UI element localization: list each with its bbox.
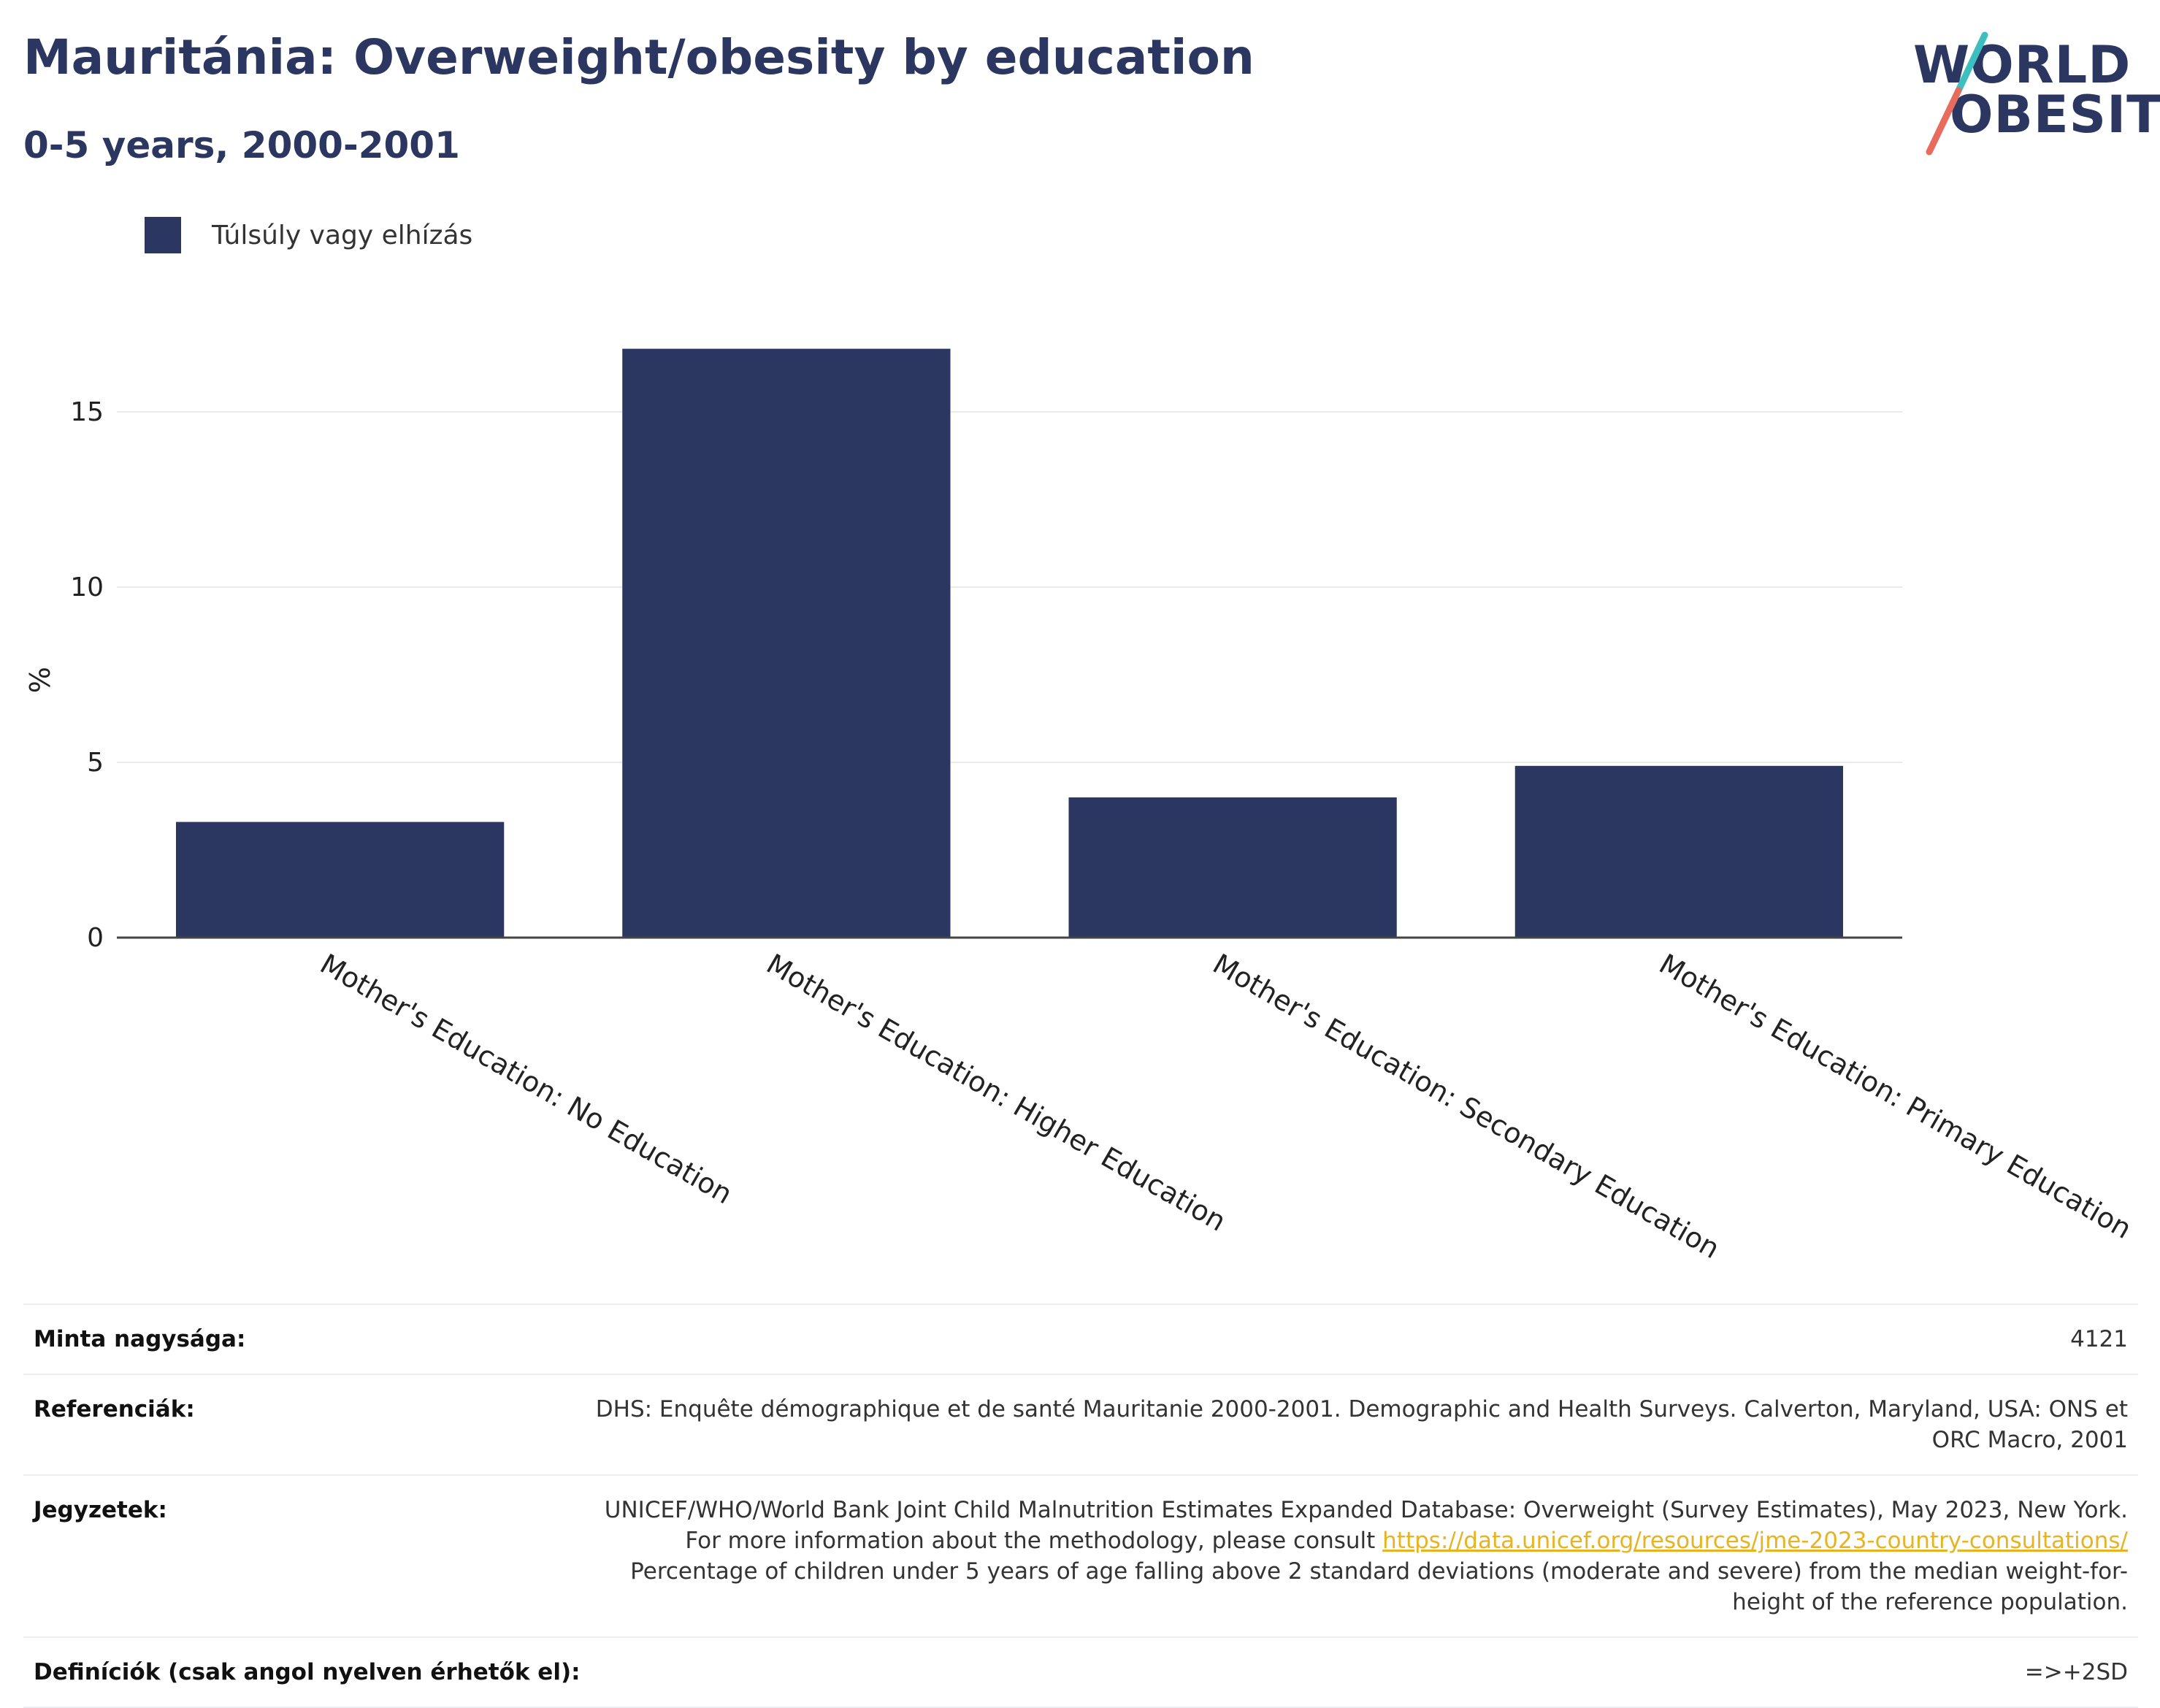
legend-swatch — [145, 217, 181, 253]
page-title: Mauritánia: Overweight/obesity by educat… — [23, 29, 1255, 85]
y-tick-label: 10 — [70, 572, 104, 602]
x-tick-label: Mother's Education: No Education — [315, 948, 738, 1211]
y-axis-title: % — [24, 667, 56, 693]
x-tick-label: Mother's Education: Primary Education — [1654, 948, 2137, 1245]
notes-text-1: UNICEF/WHO/World Bank Joint Child Malnut… — [604, 1497, 2128, 1554]
world-obesity-logo: WORLD OBESITY — [1899, 29, 2160, 161]
logo-slash-icon — [1926, 31, 1988, 156]
sample-size-label: Minta nagysága: — [34, 1326, 246, 1352]
references-label: Referenciák: — [34, 1396, 195, 1422]
references-value: DHS: Enquête démographique et de santé M… — [595, 1396, 2128, 1453]
chart-legend[interactable]: Túlsúly vagy elhízás — [145, 216, 472, 254]
info-row-references: Referenciák: DHS: Enquête démographique … — [23, 1374, 2138, 1474]
x-tick-label: Mother's Education: Secondary Education — [1208, 948, 1726, 1265]
definitions-label: Definíciók (csak angol nyelven érhetők e… — [34, 1659, 581, 1685]
legend-label: Túlsúly vagy elhízás — [212, 220, 473, 250]
bar — [175, 822, 505, 938]
bar — [622, 348, 951, 938]
info-table: Minta nagysága: 4121 Referenciák: DHS: E… — [23, 1303, 2138, 1708]
bar — [1068, 797, 1397, 938]
logo-word-1: WORLD — [1913, 35, 2132, 95]
y-tick-label: 15 — [70, 397, 104, 427]
notes-text-2: Percentage of children under 5 years of … — [630, 1558, 2128, 1615]
definitions-value: =>+2SD — [2024, 1659, 2128, 1685]
page-subtitle: 0-5 years, 2000-2001 — [23, 124, 460, 166]
methodology-link[interactable]: https://data.unicef.org/resources/jme-20… — [1382, 1528, 2128, 1554]
notes-label: Jegyzetek: — [34, 1497, 167, 1523]
y-tick-label: 5 — [87, 748, 104, 778]
notes-value: UNICEF/WHO/World Bank Joint Child Malnut… — [580, 1495, 2128, 1617]
logo-word-2: OBESITY — [1950, 85, 2160, 145]
info-row-definitions: Definíciók (csak angol nyelven érhetők e… — [23, 1636, 2138, 1708]
sample-size-value: 4121 — [2070, 1326, 2128, 1352]
y-tick-label: 0 — [87, 923, 104, 953]
x-tick-label: Mother's Education: Higher Education — [761, 948, 1231, 1238]
info-row-notes: Jegyzetek: UNICEF/WHO/World Bank Joint C… — [23, 1474, 2138, 1636]
info-row-sample-size: Minta nagysága: 4121 — [23, 1303, 2138, 1374]
bar — [1514, 765, 1844, 938]
